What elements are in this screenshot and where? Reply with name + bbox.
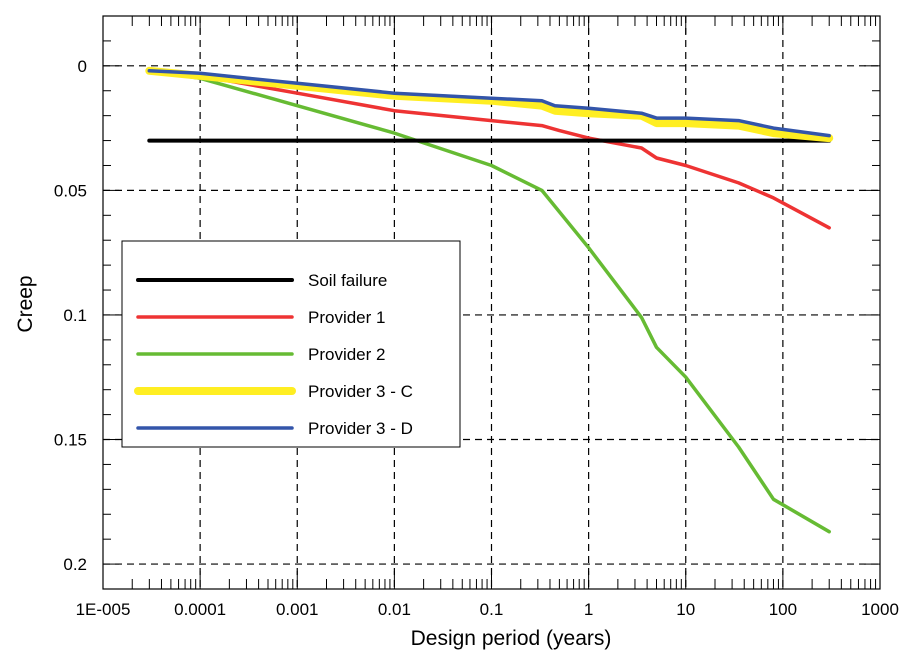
series-line-provider-3-d (147, 69, 831, 138)
y-tick-label: 0.1 (63, 306, 87, 325)
legend-box (121, 240, 461, 448)
y-axis-title: Creep (14, 275, 37, 332)
x-tick-labels: 1E-005 0.0001 0.001 0.01 0.1 1 10 100 1000 (76, 600, 899, 619)
x-tick-label: 1000 (861, 600, 899, 619)
y-tick-label: 0 (78, 57, 87, 76)
x-tick-label: 100 (769, 600, 797, 619)
legend: Soil failure Provider 1 Provider 2 Provider… (121, 240, 461, 448)
legend-label-provider-2: Provider 2 (308, 345, 385, 364)
x-tick-label: 10 (676, 600, 695, 619)
x-tick-label: 0.1 (480, 600, 504, 619)
series-layer (145, 66, 834, 534)
y-tick-label: 0.2 (63, 555, 87, 574)
x-tick-label: 1 (584, 600, 593, 619)
legend-label-provider-3-d: Provider 3 - D (308, 419, 413, 438)
x-tick-label: 0.0001 (174, 600, 226, 619)
x-axis-title: Design period (years) (411, 627, 612, 650)
legend-label-provider-3-c: Provider 3 - C (308, 382, 413, 401)
tick-marks (102, 16, 880, 589)
series-line-provider-2 (147, 69, 831, 534)
grid-layer (103, 16, 880, 589)
legend-items: Soil failure Provider 1 Provider 2 Provider… (134, 271, 413, 438)
y-tick-label: 0.05 (54, 181, 87, 200)
series-line-provider-1 (147, 69, 831, 230)
x-tick-label: 1E-005 (76, 600, 131, 619)
legend-label-provider-1: Provider 1 (308, 308, 385, 327)
y-tick-labels: 0 0.05 0.1 0.15 0.2 (54, 57, 87, 574)
x-tick-label: 0.01 (378, 600, 411, 619)
plot-frame (102, 15, 881, 590)
series-line-provider-3-c (145, 66, 834, 143)
legend-label-soil-failure: Soil failure (308, 271, 387, 290)
x-tick-label: 0.001 (276, 600, 319, 619)
y-tick-label: 0.15 (54, 431, 87, 450)
